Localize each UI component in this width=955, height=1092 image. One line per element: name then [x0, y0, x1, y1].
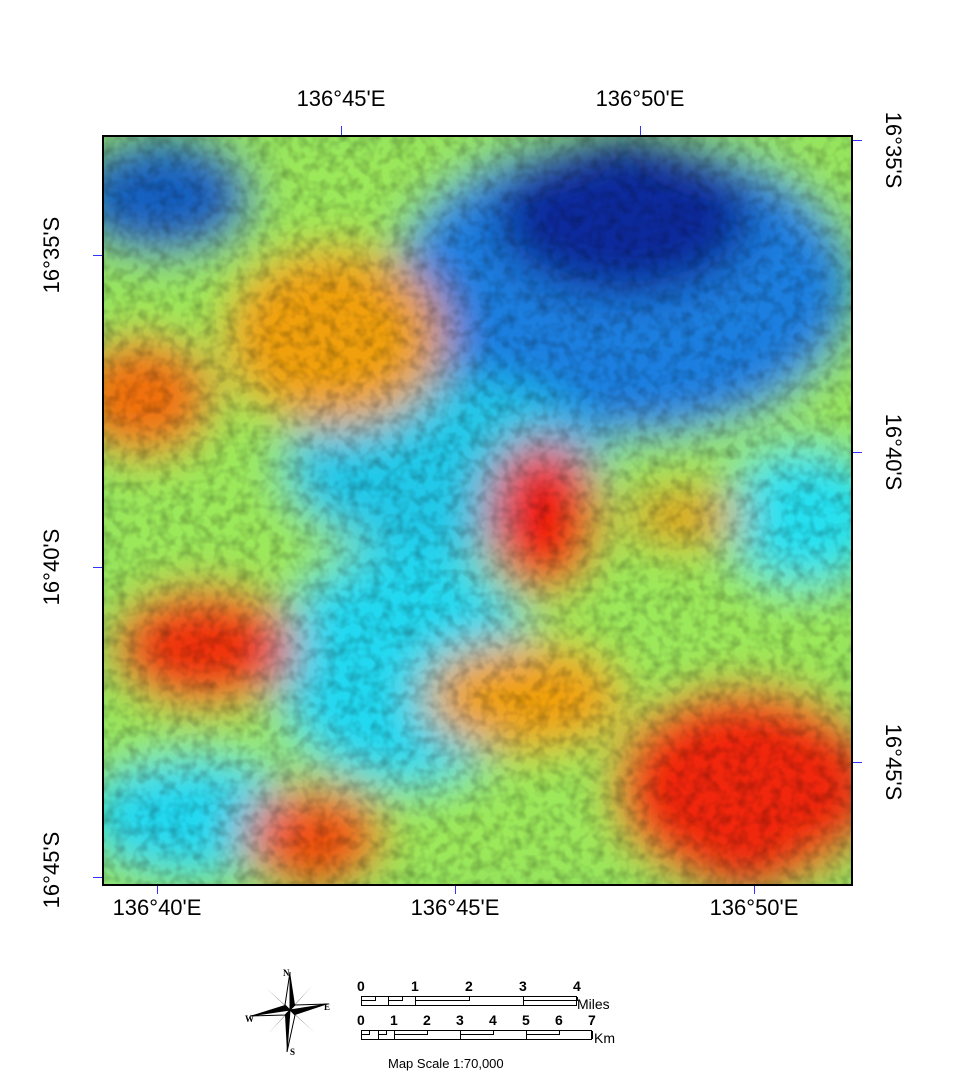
bottom-longitude-label: 136°40'E [112, 895, 202, 920]
svg-text:W: W [245, 1014, 254, 1024]
map-scale-text: Map Scale 1:70,000 [388, 1056, 504, 1071]
miles-unit-label: Miles [577, 996, 610, 1012]
km-unit-label: Km [594, 1030, 615, 1046]
compass-rose: N E S W [245, 965, 335, 1057]
miles-tick-label: 3 [519, 978, 527, 994]
right-latitude-label: 16°35'S [881, 111, 906, 189]
left-latitude-label: 16°35'S [39, 216, 64, 294]
km-tick-label: 1 [390, 1012, 398, 1028]
miles-tick-label: 2 [465, 978, 473, 994]
km-tick-label: 6 [555, 1012, 563, 1028]
left-latitude-label: 16°45'S [39, 831, 64, 909]
km-tick-label: 3 [456, 1012, 464, 1028]
svg-text:S: S [290, 1047, 295, 1055]
compass-rose-icon: N E S W [245, 968, 330, 1057]
miles-tick-label: 1 [411, 978, 419, 994]
bottom-longitude-label: 136°50'E [709, 895, 799, 920]
svg-text:N: N [283, 968, 290, 978]
svg-text:E: E [324, 1002, 330, 1012]
right-latitude-label: 16°40'S [881, 413, 906, 491]
elevation-raster [74, 137, 884, 887]
miles-bar [361, 996, 578, 1006]
elevation-map[interactable] [74, 135, 884, 887]
miles-tick-label: 4 [573, 978, 581, 994]
right-latitude-label: 16°45'S [881, 723, 906, 801]
km-tick-label: 0 [357, 1012, 365, 1028]
km-tick-label: 7 [588, 1012, 596, 1028]
top-longitude-label: 136°45'E [296, 86, 386, 111]
km-bar [361, 1030, 593, 1040]
top-longitude-label: 136°50'E [595, 86, 685, 111]
left-latitude-label: 16°40'S [39, 528, 64, 606]
km-tick-label: 5 [522, 1012, 530, 1028]
miles-tick-label: 0 [357, 978, 365, 994]
km-tick-label: 4 [489, 1012, 497, 1028]
bottom-longitude-label: 136°45'E [410, 895, 500, 920]
km-tick-label: 2 [423, 1012, 431, 1028]
